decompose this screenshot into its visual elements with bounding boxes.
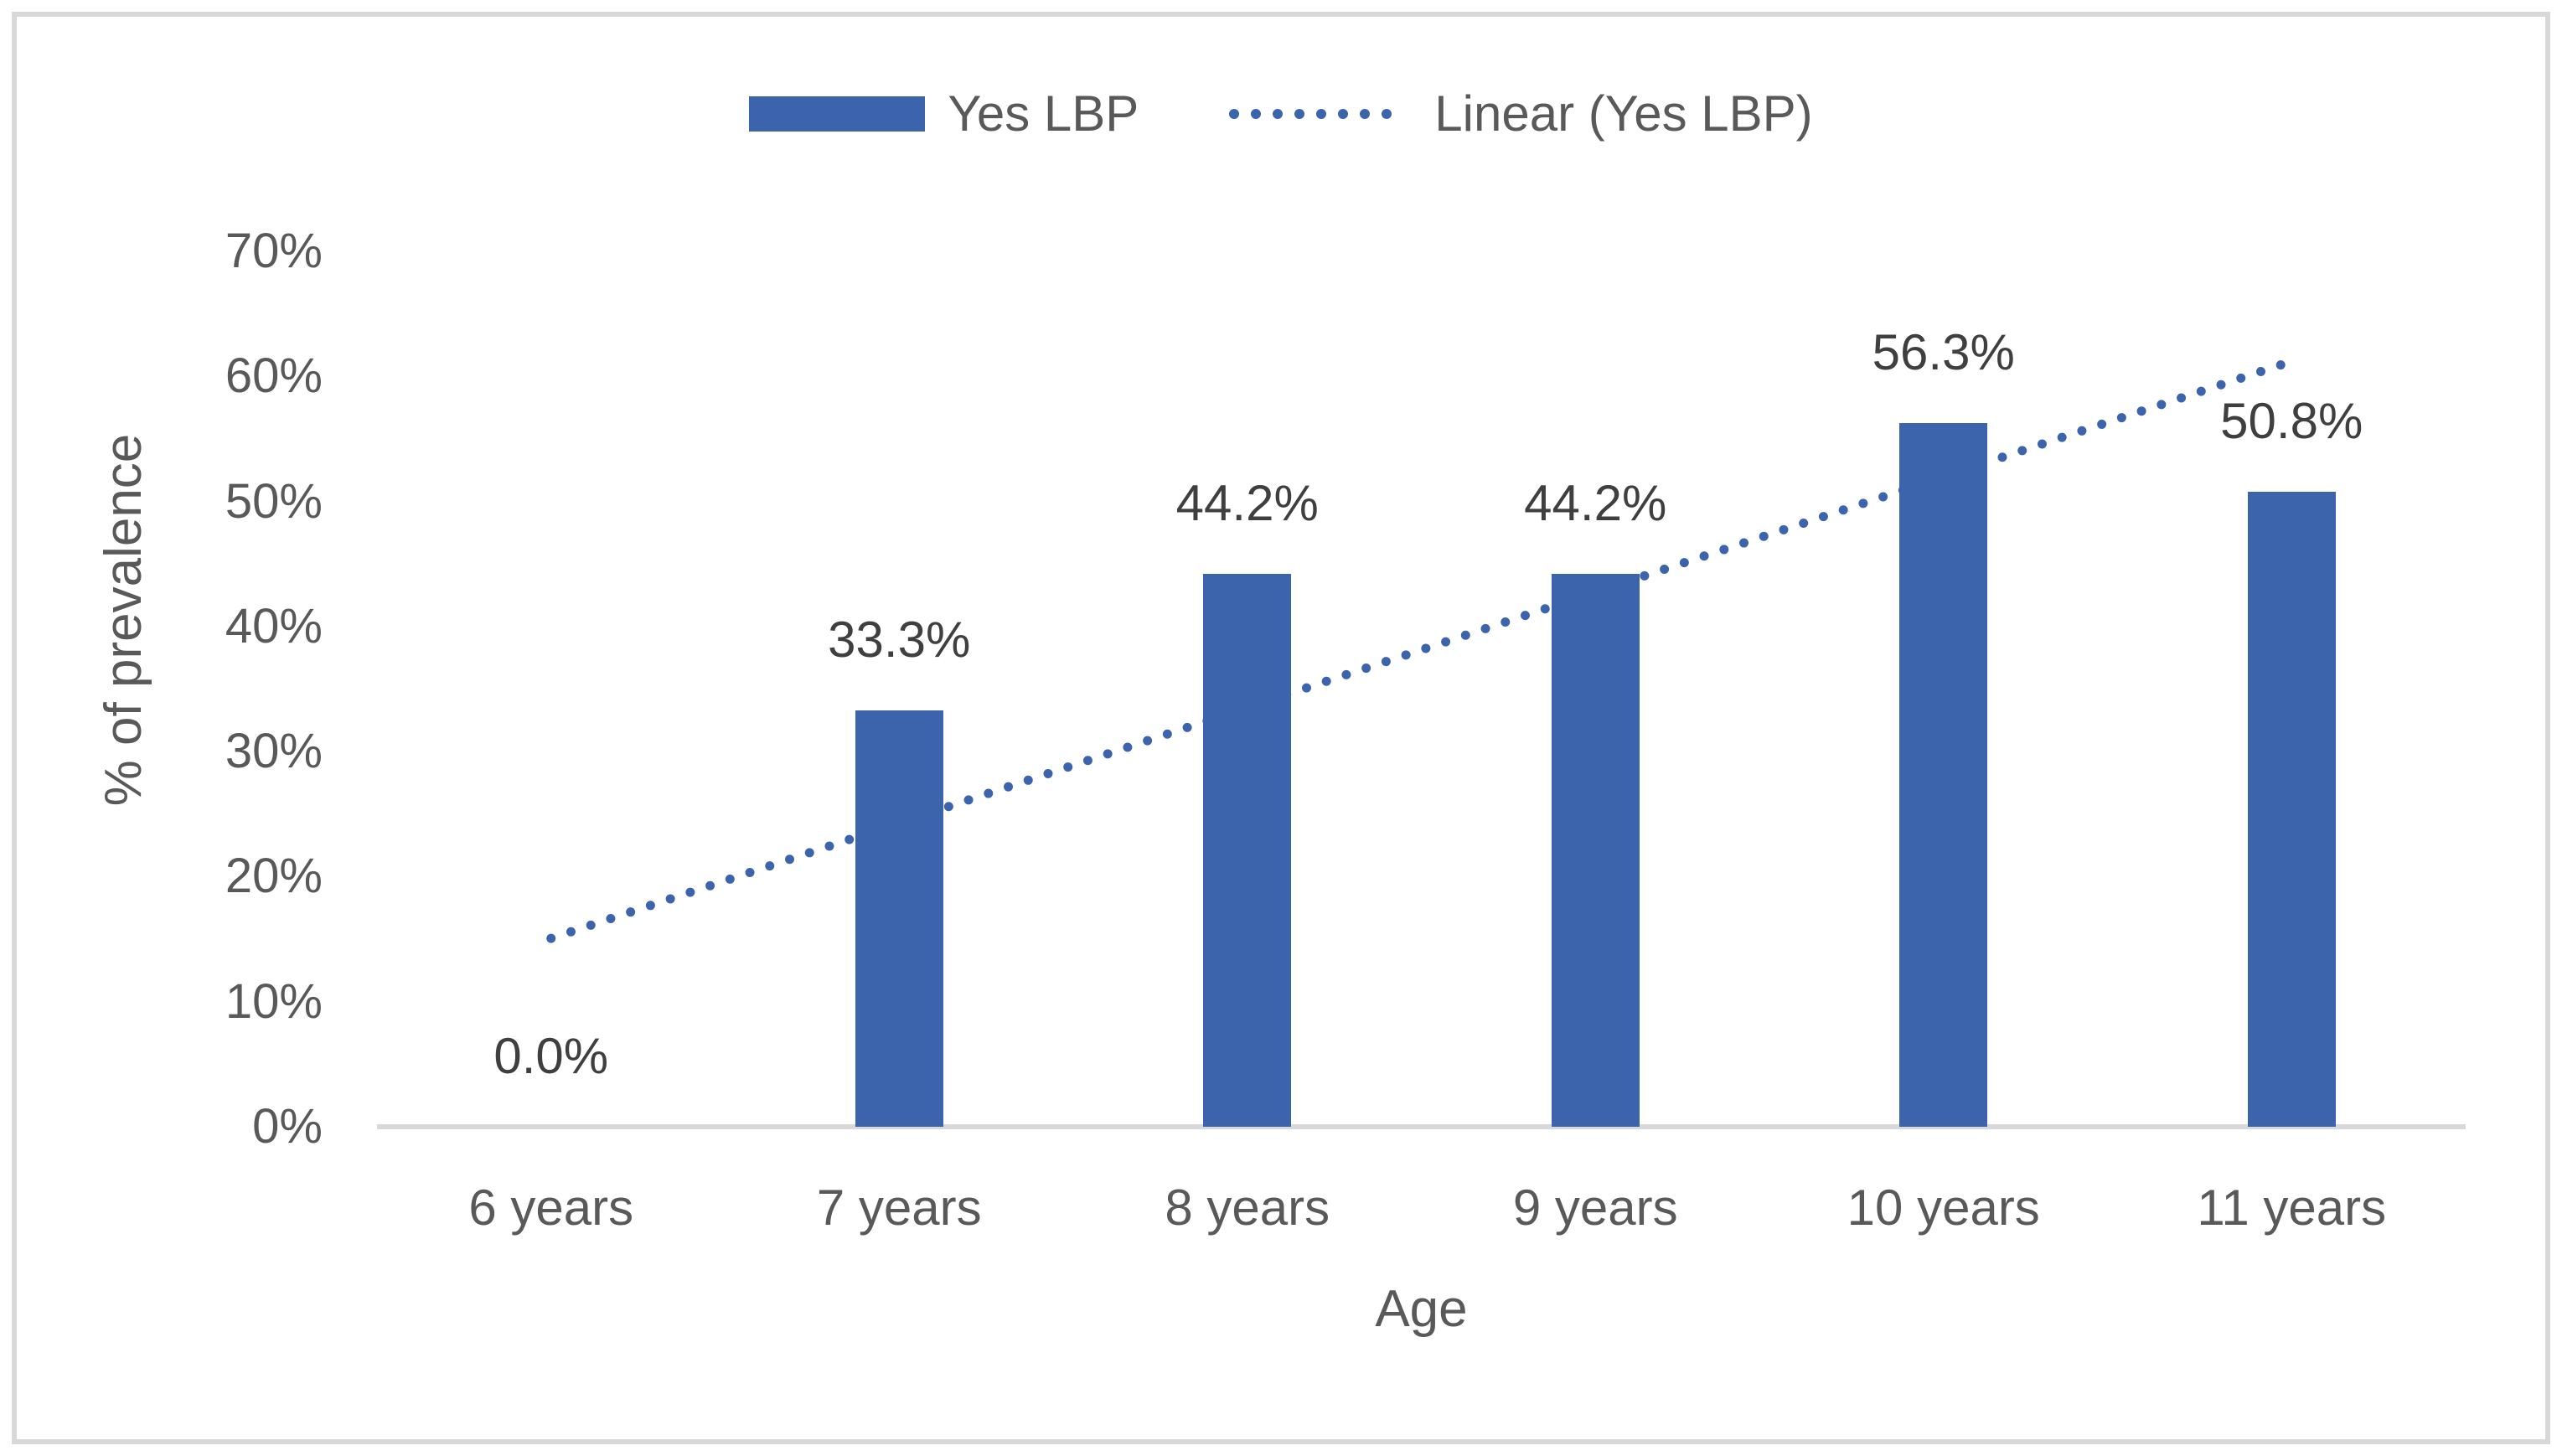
x-axis-category-label: 11 years <box>2197 1180 2387 1236</box>
y-axis-tick-label: 60% <box>225 349 323 404</box>
bar-data-label: 44.2% <box>1524 475 1667 532</box>
bar <box>1551 574 1640 1127</box>
bar-data-label: 50.8% <box>2220 392 2363 449</box>
legend-label-linear-yes-lbp: Linear (Yes LBP) <box>1434 85 1813 142</box>
y-axis-tick-label: 10% <box>225 973 323 1029</box>
x-axis-category-label: 10 years <box>1847 1180 2040 1236</box>
dotted-line-swatch-icon <box>1229 109 1413 119</box>
y-axis-tick-label: 70% <box>225 224 323 278</box>
y-axis-tick-label: 0% <box>252 1099 323 1154</box>
bar <box>1899 422 1988 1127</box>
legend-item-yes-lbp: Yes LBP <box>749 89 1139 139</box>
y-axis-tick-label: 20% <box>225 849 323 904</box>
legend-item-linear-yes-lbp: Linear (Yes LBP) <box>1227 85 1813 142</box>
y-axis-tick-label: 50% <box>225 473 323 529</box>
x-axis-line <box>377 1124 2466 1129</box>
x-axis-category-label: 8 years <box>1165 1180 1330 1236</box>
bar-data-label: 33.3% <box>828 611 971 668</box>
bar <box>855 710 943 1127</box>
bar-data-label: 0.0% <box>493 1028 609 1084</box>
y-axis-tick-label: 30% <box>225 724 323 779</box>
bar <box>2247 491 2336 1127</box>
x-axis-category-label: 9 years <box>1512 1180 1678 1236</box>
y-axis-tick-label: 40% <box>225 598 323 653</box>
x-axis-title: Age <box>1375 1280 1468 1338</box>
bar-data-label: 56.3% <box>1872 323 2015 380</box>
bar <box>1203 574 1292 1127</box>
legend: Yes LBP Linear (Yes LBP) <box>0 75 2562 152</box>
x-axis-category-label: 6 years <box>468 1180 634 1236</box>
legend-label-yes-lbp: Yes LBP <box>948 85 1139 142</box>
bar-data-label: 44.2% <box>1175 475 1319 532</box>
bar-series-swatch-icon <box>749 96 926 132</box>
x-axis-category-label: 7 years <box>816 1180 982 1236</box>
